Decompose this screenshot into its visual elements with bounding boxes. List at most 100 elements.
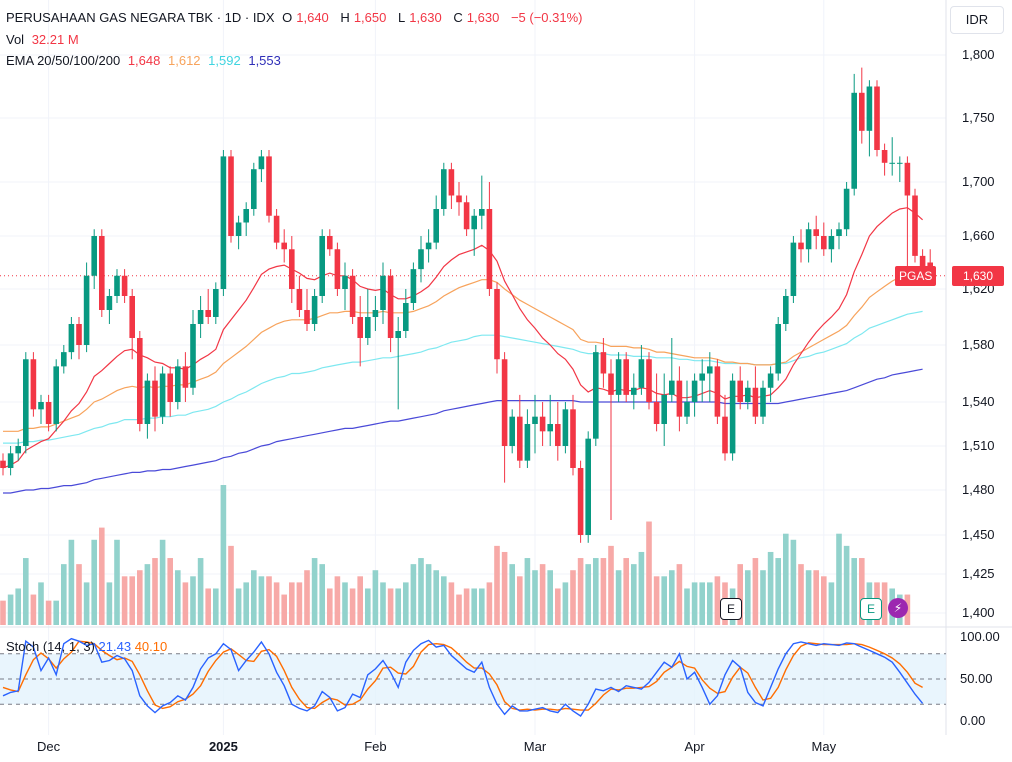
volume-bar bbox=[99, 527, 105, 625]
candle-body bbox=[45, 402, 52, 424]
candle-body bbox=[144, 380, 151, 424]
stoch_k-line bbox=[2, 637, 924, 717]
price-axis[interactable]: 1,8001,7501,7001,6601,6201,5801,5401,510… bbox=[960, 47, 1000, 728]
candle-body bbox=[798, 242, 804, 250]
volume-bar bbox=[83, 582, 90, 625]
last-price-tag: 1,630 bbox=[952, 266, 1004, 286]
candle-body bbox=[661, 394, 667, 424]
candle-body bbox=[281, 242, 287, 250]
volume-bar bbox=[448, 582, 455, 625]
volume-bar bbox=[608, 545, 614, 625]
volume-bar bbox=[775, 558, 781, 625]
candle-body bbox=[425, 242, 432, 250]
stoch-tick-label: 100.00 bbox=[960, 629, 1000, 644]
volume-bar bbox=[501, 551, 508, 625]
candle-body bbox=[83, 275, 90, 345]
candle-body bbox=[456, 195, 462, 203]
time-axis[interactable]: Dec 2025 Feb Mar Apr May bbox=[37, 739, 837, 754]
candle-body bbox=[403, 303, 409, 331]
candle-body bbox=[433, 209, 439, 243]
candle-body bbox=[631, 387, 637, 395]
currency-button[interactable]: IDR bbox=[950, 6, 1004, 34]
stoch-d-value: 40.10 bbox=[134, 639, 168, 654]
volume-label: Vol bbox=[6, 32, 25, 47]
open-label: O bbox=[282, 10, 293, 25]
candle-body bbox=[448, 169, 455, 196]
volume-bar bbox=[562, 582, 569, 625]
volume-bar bbox=[805, 570, 812, 625]
candle-body bbox=[349, 275, 356, 317]
volume-bar bbox=[106, 582, 113, 625]
candle-body bbox=[524, 424, 531, 461]
candle-body bbox=[585, 438, 591, 535]
volume-bar bbox=[517, 576, 523, 625]
volume-bar bbox=[555, 588, 561, 625]
candle-body bbox=[152, 380, 158, 417]
volume-bar bbox=[410, 564, 417, 625]
candle-body bbox=[197, 310, 204, 324]
candle-body bbox=[99, 236, 105, 310]
high-value: 1,650 bbox=[353, 10, 387, 25]
low-value: 1,630 bbox=[409, 10, 442, 25]
candle-body bbox=[266, 156, 272, 216]
candle-body bbox=[486, 209, 493, 289]
candle-body bbox=[410, 269, 417, 303]
volume-bar bbox=[121, 576, 128, 625]
candle-body bbox=[828, 236, 835, 250]
candle-body bbox=[471, 215, 477, 230]
earnings-badge-upcoming[interactable]: E bbox=[860, 598, 882, 620]
volume-bar bbox=[828, 582, 835, 625]
candle-body bbox=[570, 409, 576, 468]
flash-icon[interactable]: ⚡ bbox=[888, 598, 908, 618]
candle-body bbox=[646, 359, 652, 402]
candle-body bbox=[813, 229, 819, 236]
candle-body bbox=[737, 380, 743, 402]
candle-body bbox=[251, 169, 257, 209]
volume-bar bbox=[547, 570, 553, 625]
candle-body bbox=[441, 169, 447, 209]
candlesticks bbox=[0, 67, 933, 543]
volume-bar bbox=[0, 600, 6, 625]
candle-body bbox=[15, 446, 21, 454]
volume-bar bbox=[387, 588, 394, 625]
candle-body bbox=[707, 366, 713, 374]
price-tick-label: 1,425 bbox=[962, 566, 995, 581]
symbol-title: PERUSAHAAN GAS NEGARA TBK · 1D · IDX bbox=[6, 10, 275, 25]
candle-body bbox=[684, 402, 690, 417]
candle-body bbox=[365, 317, 371, 338]
price-tick-label: 1,800 bbox=[962, 47, 995, 62]
volume-bar bbox=[441, 576, 447, 625]
earnings-badge[interactable]: E bbox=[720, 598, 742, 620]
price-tick-label: 1,510 bbox=[962, 438, 995, 453]
candle-body bbox=[418, 249, 424, 270]
volume-bar bbox=[349, 588, 356, 625]
price-tick-label: 1,540 bbox=[962, 394, 995, 409]
volume-bar bbox=[319, 564, 325, 625]
candle-body bbox=[228, 156, 234, 236]
close-label: C bbox=[453, 10, 463, 25]
volume-bar bbox=[425, 564, 432, 625]
candle-body bbox=[61, 352, 67, 367]
stoch-tick-label: 50.00 bbox=[960, 671, 993, 686]
volume-bar bbox=[15, 588, 21, 625]
candle-body bbox=[881, 150, 888, 163]
volume-bar bbox=[631, 564, 637, 625]
price-tick-label: 1,450 bbox=[962, 527, 995, 542]
price-tick-label: 1,700 bbox=[962, 174, 995, 189]
volume-bar bbox=[661, 576, 667, 625]
volume-bar bbox=[859, 558, 865, 625]
volume-bar bbox=[213, 588, 219, 625]
candle-body bbox=[509, 416, 515, 446]
volume-bar bbox=[669, 570, 675, 625]
volume-bar bbox=[159, 539, 166, 625]
candle-body bbox=[889, 162, 895, 164]
candle-body bbox=[562, 409, 569, 446]
volume-bar bbox=[646, 521, 652, 625]
volume-value: 32.21 M bbox=[31, 32, 79, 47]
candle-body bbox=[273, 215, 280, 243]
candle-body bbox=[517, 416, 523, 461]
candle-body bbox=[897, 162, 903, 164]
candle-body bbox=[714, 366, 721, 417]
volume-bar bbox=[684, 588, 690, 625]
